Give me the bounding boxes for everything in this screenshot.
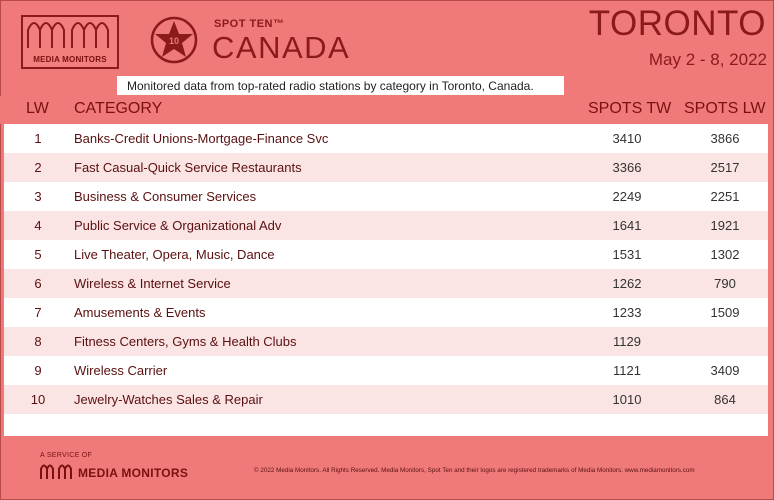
table-row: 2 Fast Casual-Quick Service Restaurants …	[4, 153, 768, 182]
logo-text: MEDIA MONITORS	[33, 55, 107, 64]
spot-ten-badge: 10	[150, 16, 198, 64]
cell-spots-tw: 1233	[612, 305, 642, 320]
cell-category: Wireless Carrier	[74, 363, 168, 378]
cell-category: Jewelry-Watches Sales & Repair	[74, 392, 263, 407]
column-header-category: CATEGORY	[74, 100, 163, 117]
cell-category: Amusements & Events	[74, 305, 206, 320]
table-header	[0, 96, 772, 124]
cell-spots-tw: 3410	[612, 131, 642, 146]
cell-lw: 10	[30, 392, 46, 407]
subtitle: Monitored data from top-rated radio stat…	[127, 79, 534, 93]
cell-category: Business & Consumer Services	[74, 189, 257, 204]
table-body: 1 Banks-Credit Unions-Mortgage-Finance S…	[4, 124, 768, 436]
date-range: May 2 - 8, 2022	[648, 50, 767, 69]
table-row: 10 Jewelry-Watches Sales & Repair 1010 8…	[4, 385, 768, 414]
cell-spots-tw: 1641	[612, 218, 642, 233]
cell-lw: 5	[34, 247, 42, 262]
cell-category: Fitness Centers, Gyms & Health Clubs	[74, 334, 297, 349]
cell-spots-lw: 1509	[710, 305, 740, 320]
cell-lw: 2	[34, 160, 42, 175]
table-row: 3 Business & Consumer Services 2249 2251	[4, 182, 768, 211]
table-row: 5 Live Theater, Opera, Music, Dance 1531…	[4, 240, 768, 269]
copyright-text: © 2022 Media Monitors. All Rights Reserv…	[254, 467, 695, 474]
cell-lw: 4	[34, 218, 42, 233]
subtitle-bar	[117, 76, 564, 95]
cell-category: Fast Casual-Quick Service Restaurants	[74, 160, 302, 175]
table-row: 7 Amusements & Events 1233 1509	[4, 298, 768, 327]
service-of-label: A SERVICE OF	[40, 452, 93, 459]
column-header-spots-lw: SPOTS LW	[684, 100, 766, 117]
cell-spots-lw: 3409	[710, 363, 740, 378]
cell-lw: 6	[34, 276, 42, 291]
star-badge-icon: 10	[150, 16, 198, 64]
cell-spots-tw: 2249	[612, 189, 642, 204]
cell-lw: 8	[34, 334, 42, 349]
table-row: 1 Banks-Credit Unions-Mortgage-Finance S…	[4, 124, 768, 153]
cell-lw: 3	[34, 189, 42, 204]
cell-spots-tw: 1531	[612, 247, 642, 262]
cell-category: Wireless & Internet Service	[74, 276, 231, 291]
cell-spots-lw: 790	[714, 276, 736, 291]
cell-spots-lw: 2517	[710, 160, 740, 175]
cell-lw: 1	[34, 131, 42, 146]
table-row: 9 Wireless Carrier 1121 3409	[4, 356, 768, 385]
city-title: TORONTO	[588, 4, 766, 43]
country-title: CANADA	[212, 30, 351, 65]
cell-spots-lw: 864	[714, 392, 736, 407]
badge-number: 10	[169, 36, 179, 46]
cell-spots-lw: 2251	[710, 189, 740, 204]
cell-lw: 7	[34, 305, 42, 320]
cell-category: Live Theater, Opera, Music, Dance	[74, 247, 275, 262]
spot-ten-label: SPOT TEN™	[214, 18, 285, 30]
cell-spots-lw: 3866	[710, 131, 740, 146]
cell-spots-tw: 1121	[613, 363, 641, 378]
table-row: 6 Wireless & Internet Service 1262 790	[4, 269, 768, 298]
table-row: 8 Fitness Centers, Gyms & Health Clubs 1…	[4, 327, 768, 356]
cell-category: Banks-Credit Unions-Mortgage-Finance Svc	[74, 131, 329, 146]
cell-spots-tw: 3366	[612, 160, 642, 175]
media-monitors-logo: MEDIA MONITORS	[21, 15, 119, 69]
cell-spots-lw: 1921	[710, 218, 740, 233]
column-header-spots-tw: SPOTS TW	[588, 100, 672, 117]
cell-spots-tw: 1010	[612, 392, 642, 407]
column-header-lw: LW	[26, 100, 49, 117]
table-row: 4 Public Service & Organizational Adv 16…	[4, 211, 768, 240]
cell-spots-tw: 1262	[612, 276, 642, 291]
footer-brand: MEDIA MONITORS	[78, 466, 189, 480]
cell-spots-lw: 1302	[710, 247, 740, 262]
footer-logo-icon	[40, 464, 72, 479]
cell-lw: 9	[34, 363, 42, 378]
cell-spots-tw: 1129	[613, 334, 641, 349]
cell-category: Public Service & Organizational Adv	[74, 218, 282, 233]
media-monitors-logo-icon	[27, 22, 109, 48]
